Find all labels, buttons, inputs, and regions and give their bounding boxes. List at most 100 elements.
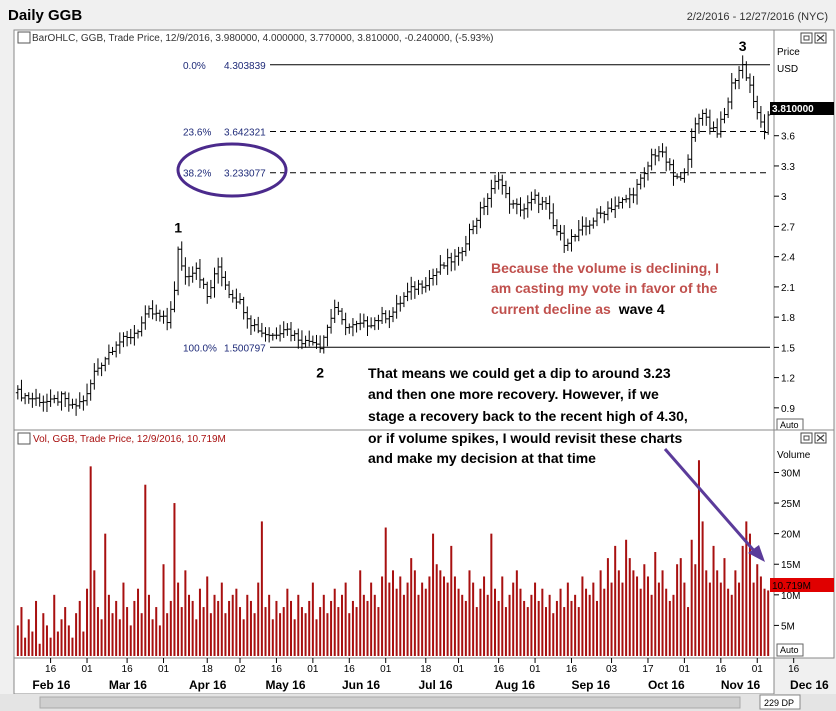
month-label: Sep 16	[571, 678, 610, 692]
annotation-red-line-3-main: current decline as	[491, 301, 611, 317]
volume-bar	[701, 521, 704, 656]
volume-bar	[574, 594, 577, 656]
volume-auto-label: Auto	[780, 645, 799, 655]
volume-bar	[639, 588, 642, 656]
volume-bar	[373, 594, 376, 656]
volume-bar	[650, 594, 653, 656]
volume-bar	[311, 582, 314, 656]
volume-bar	[432, 533, 435, 656]
volume-bar	[636, 576, 639, 656]
volume-bar	[147, 594, 150, 656]
declining-volume-arrow	[663, 448, 765, 562]
price-tick-label: 2.4	[781, 253, 795, 264]
volume-bar	[162, 564, 165, 656]
volume-pane-menu-icon[interactable]	[17, 432, 31, 445]
volume-bar	[501, 576, 504, 656]
volume-bar	[537, 600, 540, 656]
price-tick-label: 3.6	[781, 132, 795, 143]
wave-labels: 1 2 3	[174, 38, 747, 380]
price-axis-unit: USD	[777, 64, 798, 75]
volume-auto-button[interactable]	[776, 643, 804, 657]
volume-bar	[96, 607, 99, 656]
volume-bar	[35, 600, 38, 656]
wave-label: 3	[739, 38, 747, 54]
time-tick-label: 01	[307, 664, 319, 675]
volume-bar	[617, 570, 620, 656]
volume-bar	[399, 576, 402, 656]
price-tick-label: 2.7	[781, 222, 795, 233]
volume-bar	[100, 619, 103, 656]
annotation-red-block: Because the volume is declining, I am ca…	[491, 260, 719, 317]
price-pane-header: BarOHLC, GGB, Trade Price, 12/9/2016, 3.…	[17, 31, 493, 44]
volume-bar	[326, 613, 329, 656]
volume-bar	[475, 607, 478, 656]
time-tick-label: 18	[420, 664, 432, 675]
volume-bar	[479, 588, 482, 656]
volume-bar	[257, 582, 260, 656]
chart-title: Daily GGB	[8, 7, 82, 24]
volume-bar	[151, 619, 154, 656]
volume-bar	[330, 600, 333, 656]
wave-label: 1	[174, 220, 182, 236]
volume-bar	[424, 588, 427, 656]
volume-bar	[559, 588, 562, 656]
volume-tick-label: 25M	[781, 499, 800, 510]
volume-bar	[49, 637, 52, 656]
volume-bar	[745, 521, 748, 656]
volume-bar	[71, 637, 74, 656]
scrollbar-thumb[interactable]	[39, 696, 741, 709]
annotation-red-line-3-tail: wave 4	[618, 301, 665, 317]
volume-header-text: Vol, GGB, Trade Price, 12/9/2016, 10.719…	[33, 434, 226, 445]
volume-bar	[370, 582, 373, 656]
volume-bar	[712, 545, 715, 656]
volume-tick-label: 30M	[781, 468, 800, 479]
pane-menu-icon[interactable]	[17, 31, 31, 44]
last-price-text: 3.810000	[772, 104, 814, 115]
month-label: Aug 16	[495, 678, 535, 692]
volume-bar	[45, 625, 48, 656]
month-label: Jul 16	[418, 678, 452, 692]
volume-bar	[683, 582, 686, 656]
volume-bar	[719, 582, 722, 656]
volume-bar	[89, 466, 92, 656]
volume-bar	[483, 576, 486, 656]
volume-bar	[64, 607, 67, 656]
volume-bar	[355, 607, 358, 656]
price-tick-label: 3	[781, 192, 787, 203]
time-tick-label: 01	[380, 664, 392, 675]
volume-bar	[122, 582, 125, 656]
volume-bar	[490, 533, 493, 656]
volume-bar	[410, 558, 413, 656]
volume-bar	[625, 539, 628, 656]
volume-bar	[118, 619, 121, 656]
volume-pane-controls	[800, 432, 827, 444]
volume-bar	[603, 588, 606, 656]
volume-bar	[519, 588, 522, 656]
volume-bar	[504, 607, 507, 656]
volume-bar	[217, 600, 220, 656]
time-tick-label: 16	[344, 664, 356, 675]
maximize-icon[interactable]	[800, 32, 813, 44]
annotation-black-line-3: stage a recovery back to the recent high…	[368, 408, 688, 424]
volume-bar	[290, 600, 293, 656]
volume-bar	[60, 619, 63, 656]
volume-bar	[333, 588, 336, 656]
wave-label: 2	[316, 364, 324, 380]
volume-bar	[661, 570, 664, 656]
volume-bar	[523, 600, 526, 656]
volume-tick-label: 5M	[781, 621, 795, 632]
volume-bar	[515, 570, 518, 656]
volume-bar	[672, 594, 675, 656]
time-tick-label: 17	[642, 664, 654, 675]
volume-bar	[599, 570, 602, 656]
volume-bar	[730, 594, 733, 656]
price-tick-label: 1.2	[781, 374, 795, 385]
volume-bar	[348, 613, 351, 656]
volume-maximize-icon[interactable]	[800, 432, 813, 444]
volume-bar	[93, 570, 96, 656]
volume-bar	[158, 625, 161, 656]
volume-tick-label: 15M	[781, 560, 800, 571]
volume-bar	[402, 594, 405, 656]
volume-bar	[457, 588, 460, 656]
